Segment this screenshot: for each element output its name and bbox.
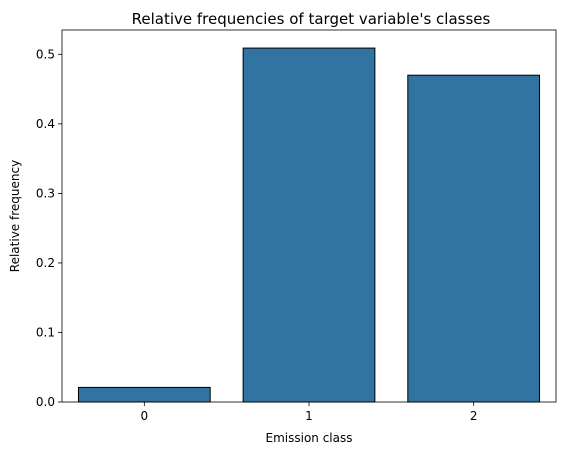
x-axis-ticks: 0 1 2 bbox=[141, 402, 478, 423]
x-tick-label: 0 bbox=[141, 409, 149, 423]
y-axis-label: Relative frequency bbox=[8, 160, 22, 272]
chart-title: Relative frequencies of target variable'… bbox=[132, 10, 491, 28]
y-tick-label: 0.5 bbox=[36, 47, 55, 61]
y-axis-ticks: 0.0 0.1 0.2 0.3 0.4 0.5 bbox=[36, 47, 62, 409]
x-axis-label: Emission class bbox=[266, 431, 353, 445]
y-tick-label: 0.0 bbox=[36, 395, 55, 409]
bar-0 bbox=[77, 386, 211, 403]
x-tick-label: 2 bbox=[470, 409, 478, 423]
x-tick-label: 1 bbox=[305, 409, 313, 423]
y-tick-label: 0.4 bbox=[36, 117, 55, 131]
y-tick-label: 0.2 bbox=[36, 256, 55, 270]
y-tick-label: 0.3 bbox=[36, 186, 55, 200]
y-tick-label: 0.1 bbox=[36, 325, 55, 339]
bar-2 bbox=[407, 74, 541, 403]
bar-1 bbox=[242, 47, 376, 403]
bars-group bbox=[77, 47, 541, 403]
